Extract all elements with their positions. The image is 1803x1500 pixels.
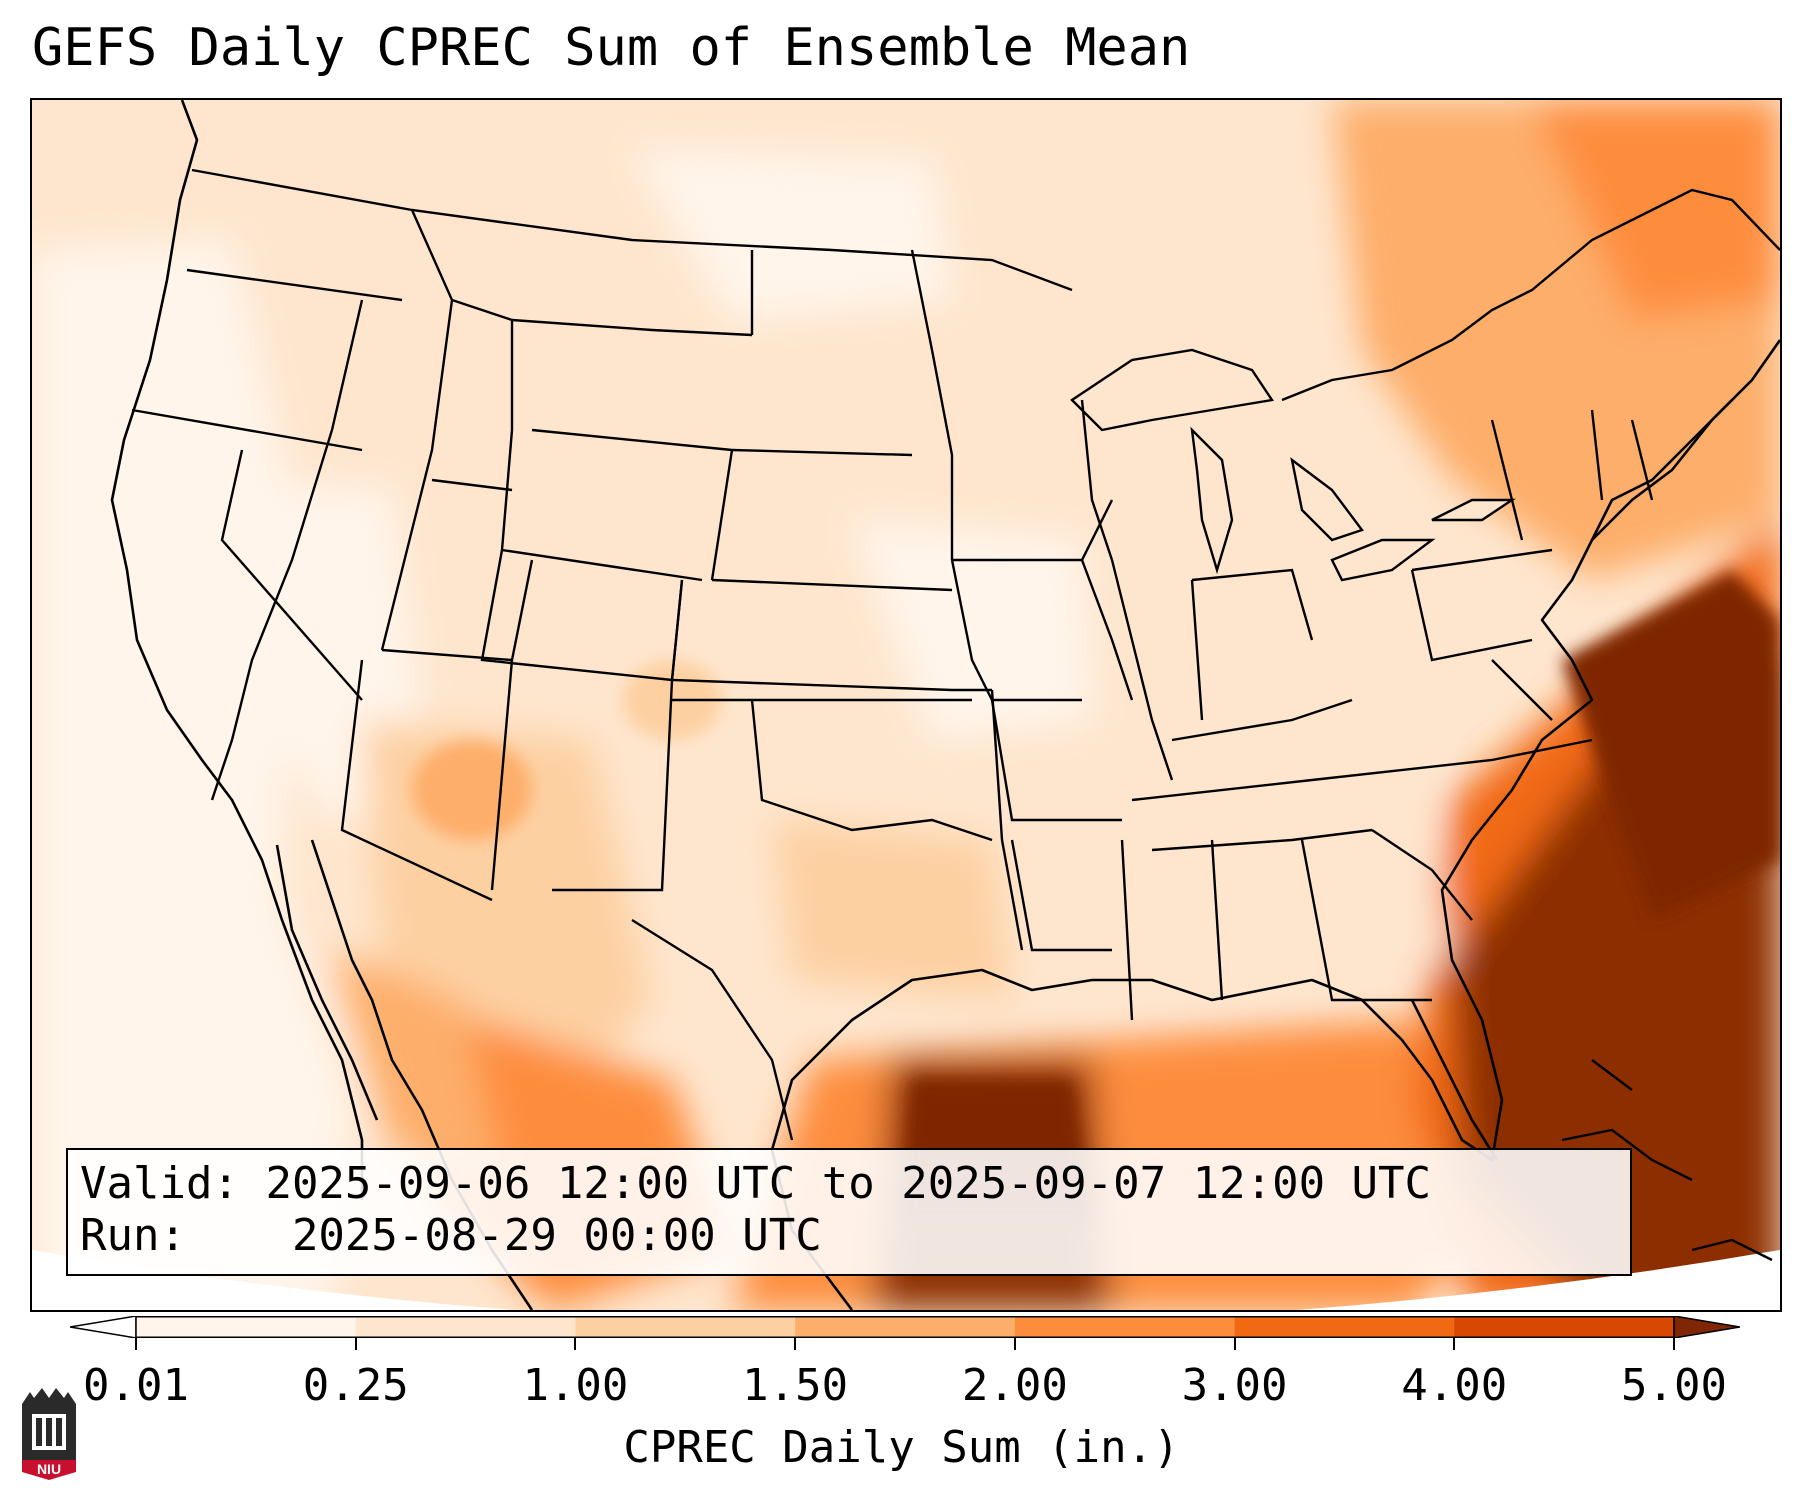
colorbar-tick-label: 5.00 — [1621, 1360, 1727, 1411]
domain-edge — [32, 1250, 1780, 1310]
valid-run-info: Valid: 2025-09-06 12:00 UTC to 2025-09-0… — [66, 1148, 1632, 1276]
state-borders — [131, 168, 1780, 1141]
university-logo-icon: NIU — [22, 1388, 76, 1480]
colorbar-tick-mark — [1233, 1338, 1236, 1350]
valid-value: 2025-09-06 12:00 UTC to 2025-09-07 12:00… — [265, 1158, 1432, 1209]
logo-text: NIU — [37, 1461, 61, 1477]
colorbar-segment — [355, 1316, 576, 1338]
islands — [1561, 1059, 1773, 1262]
colorbar-tick-label: 1.00 — [522, 1360, 629, 1411]
run-label: Run: — [80, 1210, 186, 1261]
run-value: 2025-08-29 00:00 UTC — [291, 1210, 822, 1261]
colorbar-segment — [1454, 1316, 1675, 1338]
colorbar-tick-mark — [794, 1338, 797, 1350]
valid-label: Valid: — [80, 1158, 239, 1209]
great-lakes — [1070, 348, 1516, 582]
colorbar-tick-label: 0.01 — [83, 1360, 189, 1411]
colorbar-tick-label: 0.25 — [302, 1360, 409, 1411]
colorbar-tick-label: 1.50 — [742, 1360, 849, 1411]
colorbar-segment — [575, 1316, 796, 1338]
colorbar-tick-mark — [574, 1338, 577, 1350]
colorbar-under-extension — [70, 1316, 137, 1338]
page-title: GEFS Daily CPREC Sum of Ensemble Mean — [32, 18, 1191, 78]
colorbar-segment — [1234, 1316, 1455, 1338]
colorbar-tick-label: 2.00 — [961, 1360, 1068, 1411]
colorbar — [70, 1316, 1740, 1338]
colorbar-tick-label: 4.00 — [1401, 1360, 1508, 1411]
colorbar-border — [135, 1316, 1675, 1338]
colorbar-tick-mark — [135, 1338, 137, 1350]
colorbar-tick-label: 3.00 — [1181, 1360, 1288, 1411]
precip-map — [30, 98, 1782, 1312]
colorbar-tick-mark — [1673, 1338, 1675, 1350]
colorbar-segment — [795, 1316, 1016, 1338]
map-canvas — [32, 100, 1780, 1310]
colorbar-segment — [136, 1316, 357, 1338]
colorbar-over-extension — [1673, 1316, 1740, 1338]
colorbar-tick-mark — [1453, 1338, 1456, 1350]
colorbar-tick-mark — [1013, 1338, 1016, 1350]
colorbar-segment — [1014, 1316, 1236, 1338]
colorbar-label: CPREC Daily Sum (in.) — [623, 1422, 1180, 1473]
colorbar-tick-mark — [354, 1338, 357, 1350]
